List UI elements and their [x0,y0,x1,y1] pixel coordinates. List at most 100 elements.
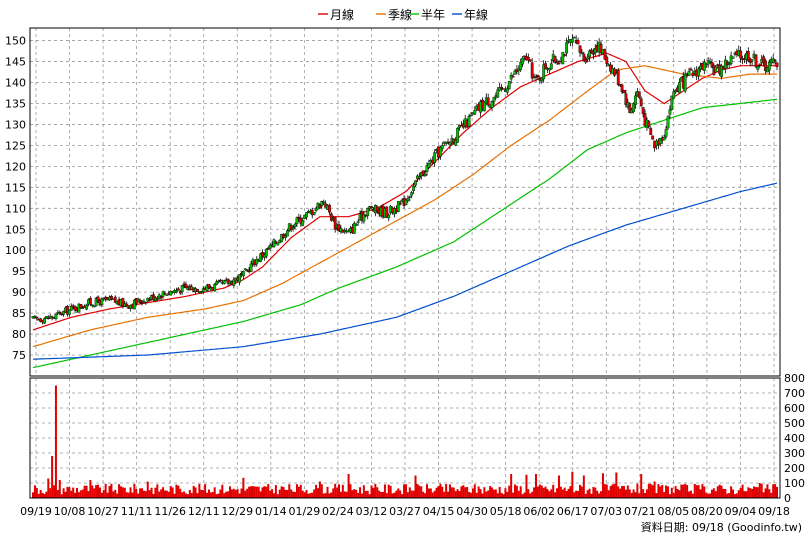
volume-bar-145 [309,493,312,498]
volume-bar-167 [351,490,354,498]
volume-bar-26 [81,489,84,498]
candle-body-67 [159,296,163,299]
candle-body-312 [628,103,632,114]
volume-tick-600: 600 [784,402,805,415]
volume-bar-136 [292,491,295,498]
price-tick-135: 135 [5,97,26,110]
date-tick-13: 04/30 [456,505,488,518]
volume-bar-370 [739,487,742,498]
candle-body-136 [291,227,295,229]
price-tick-90: 90 [12,286,26,299]
volume-bar-251 [512,492,515,498]
volume-bar-188 [391,493,394,498]
candle-body-267 [542,64,546,80]
candle-body-308 [620,84,624,92]
candle-body-7 [44,316,48,319]
candle-body-191 [396,201,400,212]
volume-bar-221 [454,491,457,498]
volume-bar-12 [54,385,57,498]
candle-body-251 [511,76,515,78]
volume-bar-73 [171,487,174,498]
date-tick-21: 09/04 [725,505,757,518]
candle-body-388 [773,59,777,62]
volume-bar-381 [760,483,763,498]
candle-body-100 [222,280,226,284]
volume-bar-278 [563,487,566,498]
volume-bar-105 [232,488,235,498]
volume-bar-229 [469,492,472,498]
candle-body-252 [513,70,517,75]
candle-body-255 [519,62,523,70]
volume-bar-267 [542,487,545,498]
candle-body-278 [563,54,567,56]
volume-bar-348 [697,485,700,498]
volume-tick-400: 400 [784,432,805,445]
volume-bar-102 [227,491,230,498]
volume-bar-170 [357,492,360,498]
volume-bar-90 [204,484,207,498]
candle-body-338 [678,82,681,93]
volume-bar-86 [196,493,199,498]
volume-bar-243 [496,493,499,498]
volume-bar-236 [483,487,486,498]
volume-bar-128 [276,494,279,498]
price-y-axis: 75 80 85 90 95 100 105 110 115 120 125 130 135 140 145… [5,35,26,362]
candle-body-91 [205,285,209,291]
volume-tick-300: 300 [784,447,805,460]
volume-bar-359 [718,484,721,498]
date-tick-4: 11/26 [154,505,186,518]
candle-body-124 [268,245,272,249]
volume-bar-47 [121,487,124,498]
volume-bar-343 [688,491,691,498]
volume-bar-83 [190,492,193,498]
volume-bar-64 [154,487,157,498]
volume-bar-326 [655,493,658,498]
volume-bar-216 [445,484,448,498]
candle-body-30 [88,297,92,305]
volume-bar-177 [370,485,373,498]
volume-bar-297 [600,491,603,498]
volume-bar-232 [475,492,478,498]
volume-bar-260 [529,493,532,498]
volume-bar-262 [533,487,536,498]
volume-bar-206 [425,484,428,498]
volume-bar-341 [684,483,687,498]
volume-bar-230 [471,488,474,498]
volume-bar-57 [141,488,144,498]
candle-body-263 [534,76,538,78]
candle-body-63 [152,294,155,301]
volume-bar-318 [640,474,643,498]
volume-bar-17 [64,491,67,498]
volume-bar-192 [399,490,402,498]
volume-bar-214 [441,486,444,498]
volume-bar-272 [552,484,555,498]
volume-bar-219 [450,487,453,498]
volume-panel: 0 100 200 300 400 500 600 700 800 [29,372,805,505]
volume-bar-279 [565,490,568,498]
candle-body-309 [622,90,626,94]
volume-bar-204 [422,491,425,498]
candle-body-286 [578,45,582,53]
volume-bar-126 [272,493,275,498]
volume-bar-3 [37,493,40,498]
candle-body-14 [58,311,62,314]
volume-bar-65 [156,484,159,498]
volume-bar-233 [477,486,480,498]
volume-bar-288 [582,475,585,498]
candle-body-246 [502,88,505,90]
volume-bar-152 [322,493,325,498]
volume-bar-344 [689,490,692,498]
volume-bar-28 [85,485,88,498]
volume-bar-20 [70,490,73,498]
candle-body-76 [176,288,180,291]
volume-bar-143 [305,490,308,498]
volume-bar-291 [588,488,591,498]
candle-body-89 [201,288,205,293]
volume-bar-225 [462,485,465,498]
volume-bar-168 [353,489,356,498]
volume-bar-134 [288,484,291,498]
candle-body-277 [561,52,565,65]
volume-bar-201 [416,483,419,498]
ma-line-2 [32,98,778,369]
volume-bar-185 [385,493,388,498]
